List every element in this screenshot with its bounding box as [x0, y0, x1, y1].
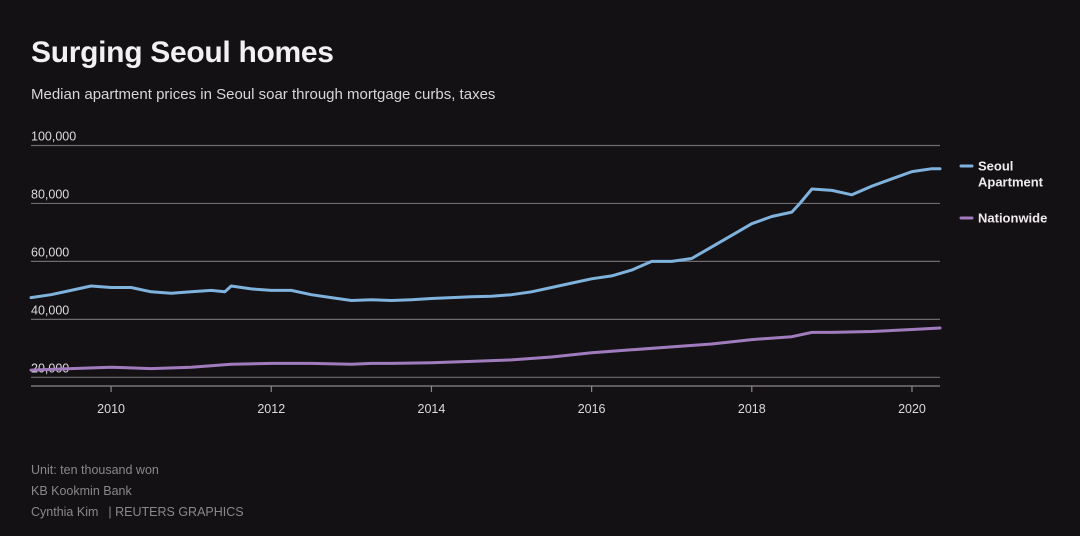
x-tick-label: 2018 [738, 402, 766, 416]
y-tick-label: 80,000 [31, 187, 69, 201]
x-tick-label: 2010 [97, 402, 125, 416]
x-tick-label: 2012 [257, 402, 285, 416]
unit-note: Unit: ten thousand won [31, 463, 159, 477]
x-tick-label: 2020 [898, 402, 926, 416]
credit-line: Cynthia Kim | REUTERS GRAPHICS [31, 505, 244, 519]
y-tick-label: 40,000 [31, 303, 69, 317]
x-tick-label: 2014 [418, 402, 446, 416]
y-tick-label: 100,000 [31, 130, 76, 144]
legend-label: Apartment [978, 175, 1044, 190]
agency-credit: | REUTERS GRAPHICS [108, 505, 244, 519]
series-line-nationwide [29, 326, 942, 372]
series-line-seoul-apartment [29, 167, 942, 302]
y-tick-label: 60,000 [31, 245, 69, 259]
author-name: Cynthia Kim [31, 505, 99, 519]
source-note: KB Kookmin Bank [31, 484, 132, 498]
chart-title: Surging Seoul homes [31, 36, 334, 69]
x-tick-label: 2016 [578, 402, 606, 416]
chart-subtitle: Median apartment prices in Seoul soar th… [31, 86, 496, 103]
legend-label: Seoul [978, 159, 1013, 174]
legend-label: Nationwide [978, 211, 1047, 226]
